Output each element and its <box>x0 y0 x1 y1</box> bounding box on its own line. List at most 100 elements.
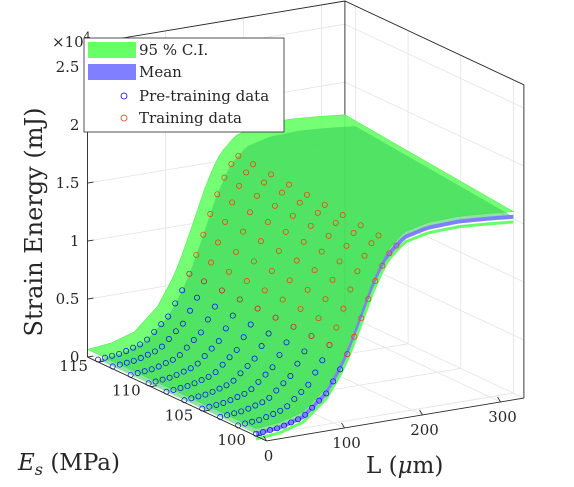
pretraining-point <box>288 419 295 426</box>
training-point <box>365 296 372 303</box>
pretraining-point <box>294 360 301 367</box>
pretraining-point <box>179 320 186 327</box>
pretraining-point <box>159 376 166 383</box>
training-point <box>247 209 253 216</box>
x-axis-label: Es (MPa) <box>17 450 120 479</box>
training-point <box>268 267 275 274</box>
training-point <box>322 296 329 303</box>
pretraining-point <box>323 390 330 397</box>
legend-marker-training <box>120 114 128 122</box>
training-point <box>340 305 347 312</box>
z-tick-label: 2 <box>70 116 80 134</box>
pretraining-point <box>194 294 200 301</box>
pretraining-point <box>194 360 201 367</box>
pretraining-point <box>234 394 241 400</box>
pretraining-point <box>251 355 258 362</box>
pretraining-point <box>173 371 180 378</box>
es-tick <box>97 360 105 363</box>
pretraining-point <box>312 369 319 376</box>
training-point <box>304 286 311 293</box>
training-point <box>347 286 354 293</box>
l-axis-line <box>266 397 525 442</box>
training-point <box>315 315 322 322</box>
pretraining-point <box>252 402 259 409</box>
pretraining-point <box>151 348 158 355</box>
training-point <box>243 169 250 176</box>
pretraining-point <box>162 360 169 367</box>
training-point <box>193 251 200 258</box>
training-point <box>339 212 346 219</box>
pretraining-point <box>269 364 276 371</box>
pretraining-point <box>176 352 183 359</box>
training-point <box>393 242 400 249</box>
z-tick-label: 0 <box>70 348 80 366</box>
pretraining-point <box>151 328 158 335</box>
training-point <box>236 296 243 303</box>
pretraining-point <box>302 411 309 418</box>
training-point <box>300 238 307 245</box>
pretraining-point <box>337 366 344 373</box>
pretraining-point <box>212 369 219 376</box>
training-point <box>286 277 293 284</box>
training-point <box>344 351 351 358</box>
pretraining-point <box>223 382 230 389</box>
training-point <box>272 314 279 321</box>
es-tick <box>150 385 157 388</box>
pretraining-point <box>137 355 144 361</box>
pretraining-point <box>287 373 294 379</box>
pretraining-point <box>238 408 245 415</box>
pretraining-point <box>191 380 198 387</box>
training-point <box>329 276 336 283</box>
training-point <box>326 342 333 348</box>
pretraining-point <box>241 390 248 397</box>
pretraining-point <box>237 370 244 377</box>
training-point <box>264 219 271 226</box>
legend-label-ci: 95 % C.I. <box>139 41 208 59</box>
pretraining-point <box>188 395 195 402</box>
pretraining-point <box>141 368 148 375</box>
training-point <box>215 239 221 246</box>
pretraining-point <box>248 386 255 393</box>
pretraining-point <box>201 353 208 360</box>
pretraining-point <box>330 378 337 385</box>
pretraining-point <box>298 388 305 395</box>
training-point <box>286 181 292 188</box>
training-point <box>207 211 214 217</box>
training-point <box>218 287 225 294</box>
training-point <box>386 250 393 257</box>
pretraining-point <box>284 403 291 410</box>
pretraining-point <box>224 412 231 419</box>
pretraining-point <box>165 336 172 342</box>
training-point <box>321 201 328 208</box>
pretraining-point <box>216 385 223 392</box>
es-axis-line <box>87 356 267 442</box>
pretraining-point <box>184 383 191 390</box>
pretraining-point <box>198 377 205 384</box>
l-tick-label: 300 <box>488 408 517 426</box>
pretraining-point <box>230 377 237 384</box>
pretraining-point <box>247 321 254 328</box>
training-point <box>314 209 321 216</box>
training-point <box>293 257 300 264</box>
pretraining-point <box>283 339 290 346</box>
pretraining-point <box>148 366 155 373</box>
training-point <box>250 258 257 265</box>
pretraining-point <box>301 348 308 355</box>
pretraining-point <box>227 397 234 404</box>
l-tick-label: 100 <box>332 434 361 452</box>
pretraining-point <box>187 365 194 372</box>
training-point <box>186 270 193 277</box>
training-point <box>236 182 243 189</box>
training-point <box>229 199 236 206</box>
pretraining-point <box>219 361 226 368</box>
pretraining-point <box>233 346 240 353</box>
training-point <box>325 232 332 239</box>
training-point <box>318 248 325 255</box>
pretraining-point <box>187 307 193 314</box>
z-tick-label: 2.5 <box>56 58 80 76</box>
pretraining-point <box>295 416 302 423</box>
training-point <box>297 305 304 312</box>
training-point <box>379 262 386 269</box>
training-point <box>343 242 350 249</box>
pretraining-point <box>258 343 265 349</box>
